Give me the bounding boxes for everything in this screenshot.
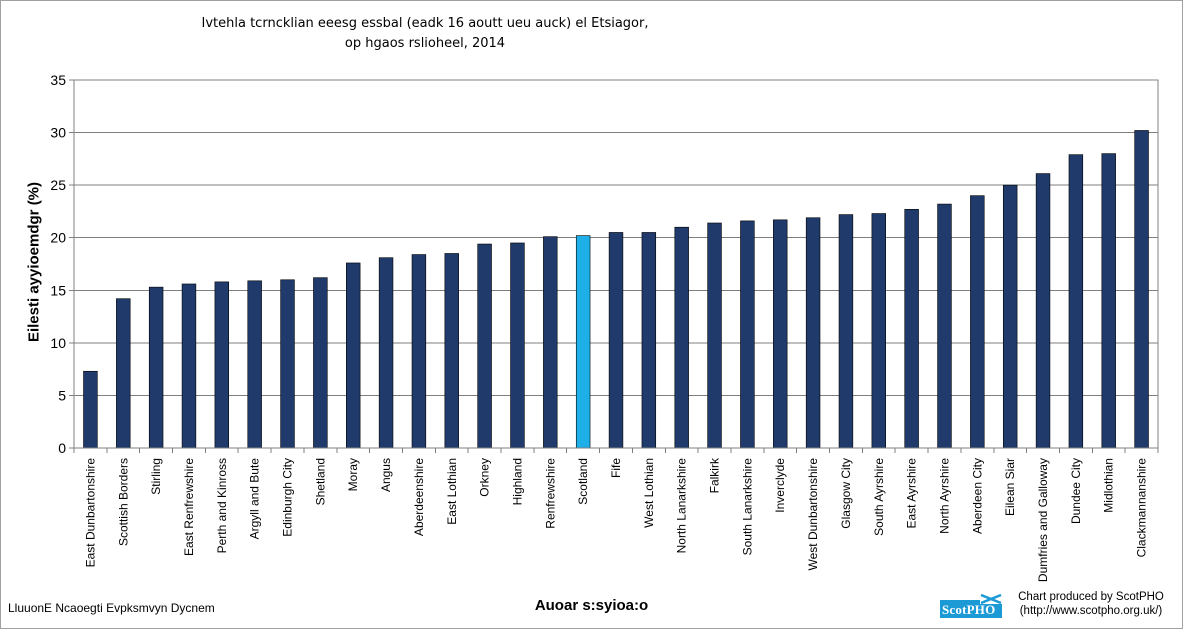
bar bbox=[346, 262, 361, 449]
chart-title-line-2: op hgaos rslioheel, 2014 bbox=[344, 36, 506, 51]
bar bbox=[543, 236, 558, 449]
bar bbox=[116, 298, 131, 449]
footer-source-text: LluuonE Ncaoegti Evpksmvyn Dycnem bbox=[8, 601, 215, 615]
label-layer: 0 5 10 15 20 25 30 35 East Dunbartonshire Scottis… bbox=[50, 72, 1148, 582]
x-tick-label: Renfrewshire bbox=[543, 458, 557, 529]
x-tick-label: Scottish Borders bbox=[116, 458, 130, 546]
x-tick-label: South Ayrshire bbox=[872, 458, 886, 536]
saltire-flag-icon bbox=[980, 594, 1002, 604]
x-tick-label: Argyll and Bute bbox=[248, 458, 262, 540]
y-tick-label: 35 bbox=[50, 72, 66, 88]
chart-title: Ivtehla tcrncklian eeesg essbal (eadk 16… bbox=[170, 14, 680, 54]
x-tick-label: East Renfrewshire bbox=[182, 458, 196, 556]
x-tick-label: Inverclyde bbox=[773, 458, 787, 513]
x-tick-label: Edinburgh City bbox=[281, 458, 295, 537]
logo-bar bbox=[940, 600, 1002, 618]
x-tick-label: Eilean Siar bbox=[1003, 458, 1017, 516]
bar bbox=[313, 277, 328, 449]
x-tick-label: East Lothian bbox=[445, 458, 459, 525]
x-tick-label: Orkney bbox=[478, 458, 492, 497]
x-tick-label: West Dunbartonshire bbox=[806, 458, 820, 571]
bar-layer bbox=[83, 130, 1149, 449]
x-tick-label: South Lanarkshire bbox=[740, 458, 754, 556]
logo-text: ScotPHO bbox=[942, 602, 996, 617]
bar bbox=[740, 220, 755, 449]
bar bbox=[641, 232, 657, 449]
x-tick-label: Angus bbox=[379, 458, 393, 492]
x-tick-label: Dundee City bbox=[1069, 458, 1083, 524]
bar bbox=[773, 219, 788, 449]
bar bbox=[477, 243, 492, 449]
bar bbox=[148, 286, 164, 449]
x-tick-label: Dumfries and Galloway bbox=[1036, 458, 1050, 582]
bar bbox=[378, 257, 394, 449]
x-tick-label: Glasgow City bbox=[839, 458, 853, 529]
bar bbox=[707, 222, 722, 449]
bar bbox=[608, 232, 624, 449]
x-tick-label: Fife bbox=[609, 458, 623, 478]
x-tick-label: Aberdeenshire bbox=[412, 458, 426, 536]
plot-border bbox=[73, 79, 1159, 449]
bar bbox=[444, 253, 459, 449]
bar bbox=[838, 214, 854, 449]
bar bbox=[247, 280, 262, 449]
bar bbox=[904, 209, 919, 449]
x-tick-label: East Ayrshire bbox=[905, 458, 919, 529]
bar bbox=[411, 254, 427, 449]
bar bbox=[805, 217, 821, 449]
x-tick-label: Falkirk bbox=[708, 457, 722, 493]
y-tick-label: 0 bbox=[58, 440, 66, 456]
x-tick-label: North Ayrshire bbox=[937, 458, 951, 534]
y-tick-label: 5 bbox=[58, 387, 66, 403]
x-tick-label: Midlothian bbox=[1102, 458, 1116, 513]
bar bbox=[674, 226, 689, 449]
bar bbox=[181, 283, 197, 449]
bar bbox=[1134, 130, 1149, 449]
x-tick-label: West Lothian bbox=[642, 458, 656, 528]
y-tick-label: 20 bbox=[50, 230, 66, 246]
bar bbox=[1101, 153, 1116, 449]
bar bbox=[280, 279, 295, 449]
scotpho-credit: ScotPHO Chart produced by ScotPHO (http:… bbox=[940, 588, 1176, 622]
bar bbox=[575, 235, 591, 449]
x-tick-label: Highland bbox=[510, 458, 524, 505]
x-tick-label: Perth and Kinross bbox=[215, 458, 229, 553]
x-tick-label: Aberdeen City bbox=[970, 458, 984, 534]
chart-title-line-1: Ivtehla tcrncklian eeesg essbal (eadk 16… bbox=[201, 16, 649, 31]
x-tick-label: Moray bbox=[346, 458, 360, 491]
bar bbox=[1068, 154, 1084, 449]
x-tick-label: North Lanarkshire bbox=[675, 458, 689, 554]
y-tick-label: 15 bbox=[50, 282, 66, 298]
credit-line-2: (http://www.scotpho.org.uk/) bbox=[1019, 605, 1163, 617]
scotpho-logo: ScotPHO bbox=[940, 594, 1002, 618]
x-tick-label: Shetland bbox=[313, 458, 327, 505]
x-tick-label: Scotland bbox=[576, 458, 590, 505]
x-tick-label: Stirling bbox=[149, 458, 163, 495]
bar bbox=[1002, 184, 1018, 449]
credit-text: Chart produced by ScotPHO (http://www.sc… bbox=[1006, 590, 1176, 618]
y-tick-label: 30 bbox=[50, 125, 66, 141]
axis-layer bbox=[69, 79, 1159, 453]
bar bbox=[970, 195, 985, 449]
bar bbox=[871, 213, 886, 449]
bar bbox=[510, 242, 525, 449]
x-tick-label: East Dunbartonshire bbox=[83, 458, 97, 568]
bar bbox=[83, 370, 98, 449]
credit-line-1: Chart produced by ScotPHO bbox=[1018, 591, 1164, 603]
bar bbox=[1035, 173, 1051, 449]
bar bbox=[937, 203, 952, 449]
bar bbox=[214, 281, 230, 449]
y-tick-label: 25 bbox=[50, 177, 66, 193]
x-tick-label: Clackmannanshire bbox=[1135, 458, 1149, 558]
y-tick-label: 10 bbox=[50, 335, 66, 351]
